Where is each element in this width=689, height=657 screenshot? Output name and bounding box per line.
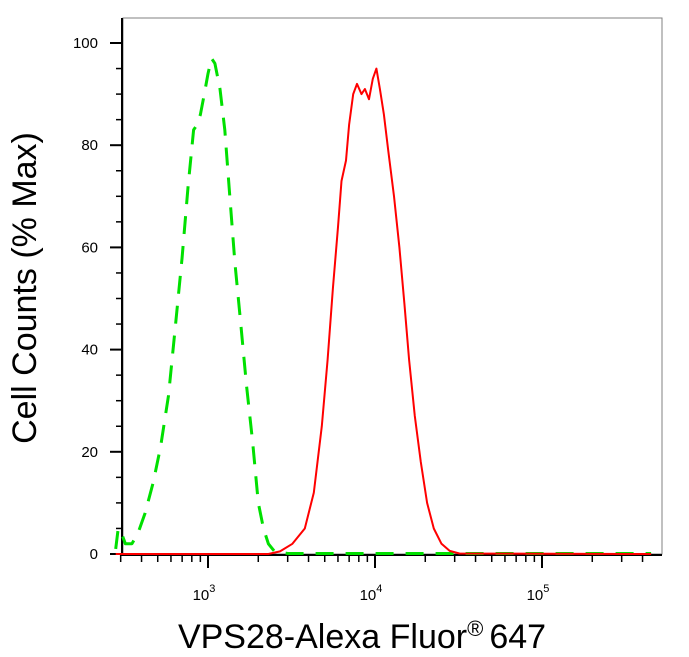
x-axis-title: VPS28-Alexa Fluor® 647	[178, 616, 546, 656]
series-line-dashed	[114, 56, 652, 555]
series-line-solid	[115, 67, 652, 555]
x-tick-label-base: 10	[360, 587, 377, 604]
x-tick-label-base: 10	[527, 587, 544, 604]
y-tick-label: 100	[73, 35, 98, 52]
x-tick-label: 104	[360, 583, 383, 604]
y-tick-label: 60	[81, 239, 98, 256]
x-axis-title-mark: ®	[467, 616, 483, 641]
x-tick-label-exponent: 3	[209, 583, 215, 595]
x-tick-label-base: 10	[193, 587, 210, 604]
y-tick-label: 0	[90, 546, 98, 563]
x-tick-label-exponent: 5	[543, 583, 549, 595]
x-tick-label-exponent: 4	[376, 583, 382, 595]
y-axis-ticks: 0 20 40 60 80 100	[73, 35, 122, 563]
x-tick-label: 105	[527, 583, 550, 604]
y-tick-label: 80	[81, 137, 98, 154]
x-axis-title-suffix: 647	[489, 618, 546, 656]
plot-border	[122, 17, 663, 555]
series-layer	[114, 56, 652, 555]
y-axis-title: Cell Counts (% Max)	[6, 132, 44, 444]
x-axis-ticks: 103 104 105	[119, 555, 644, 604]
y-tick-label: 20	[81, 444, 98, 461]
y-tick-label: 40	[81, 342, 98, 359]
x-axis-title-main: VPS28-Alexa Fluor	[178, 618, 467, 656]
x-tick-label: 103	[193, 583, 216, 604]
